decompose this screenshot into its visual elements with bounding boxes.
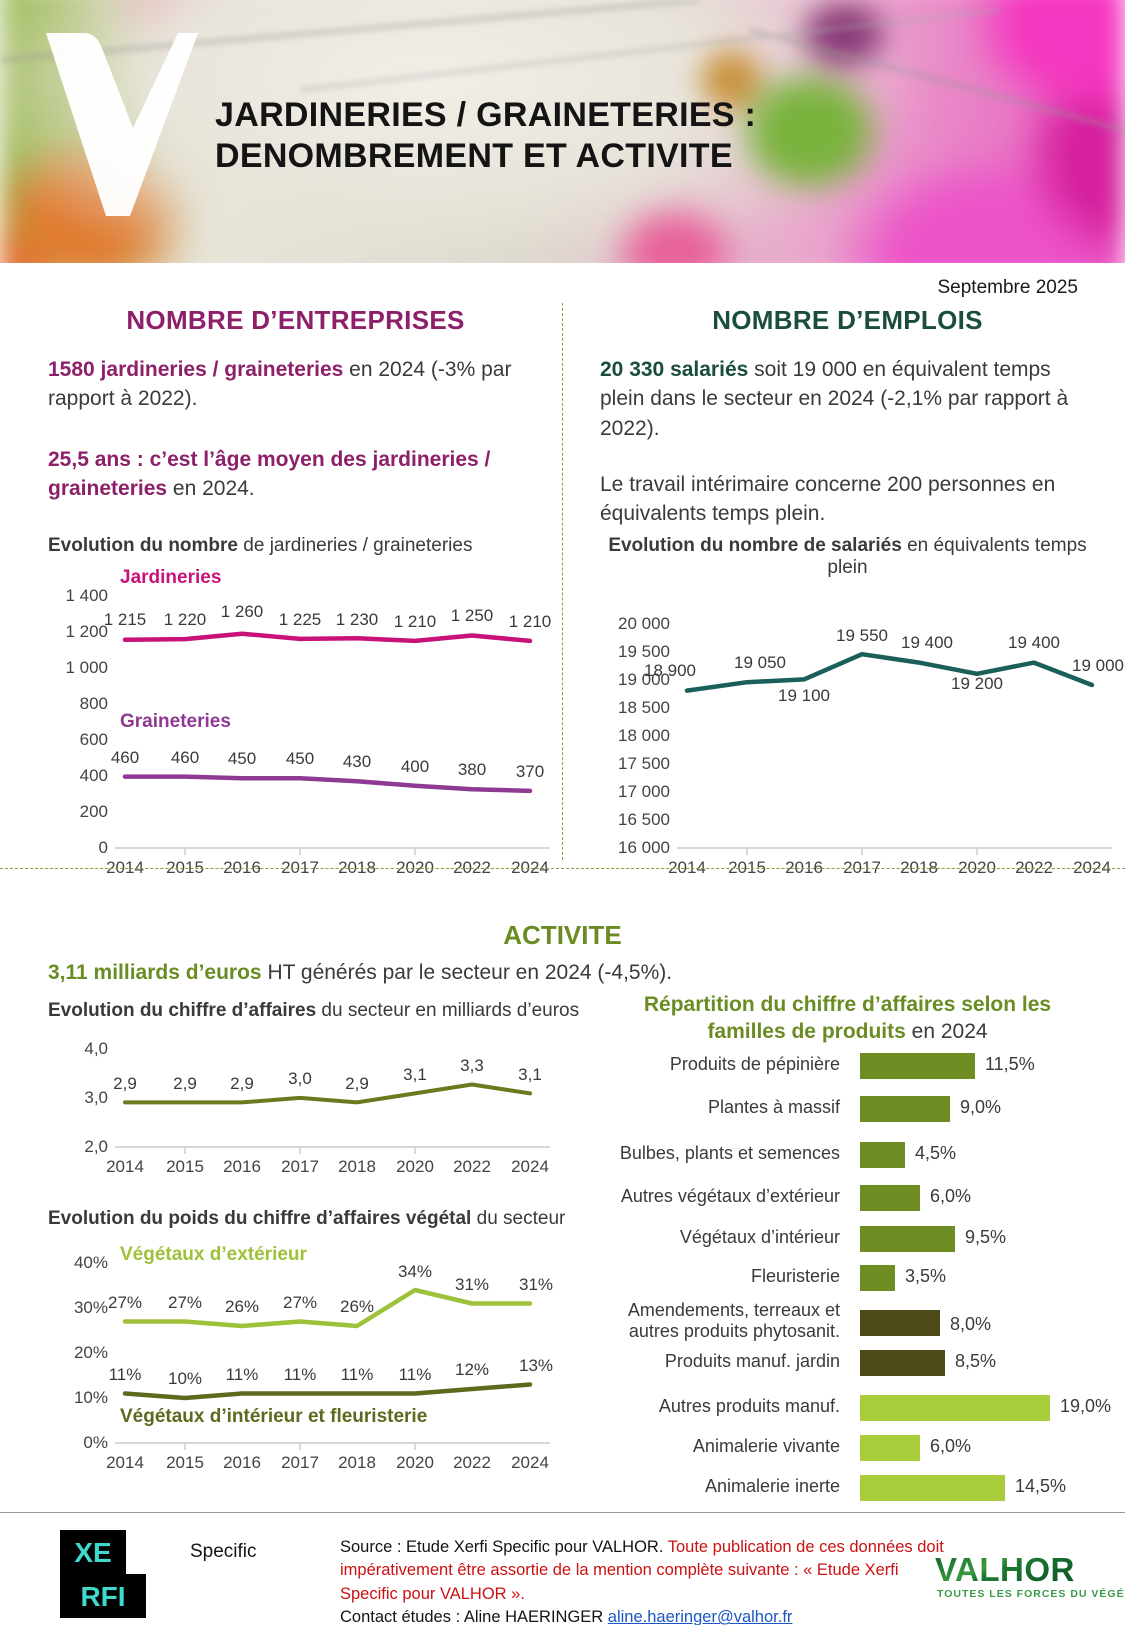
svg-text:27%: 27% [168,1293,202,1312]
svg-text:2014: 2014 [106,1157,144,1176]
svg-text:16 000: 16 000 [618,838,670,857]
svg-text:17 000: 17 000 [618,782,670,801]
svg-text:1 225: 1 225 [279,610,322,629]
svg-text:Végétaux d’intérieur et fleuri: Végétaux d’intérieur et fleuristerie [120,1406,427,1427]
svg-text:1 220: 1 220 [164,610,207,629]
svg-text:Graineteries: Graineteries [120,711,231,732]
svg-text:2015: 2015 [166,1157,204,1176]
svg-text:16 500: 16 500 [618,810,670,829]
svg-text:11%: 11% [284,1365,317,1384]
svg-text:12%: 12% [455,1360,489,1379]
svg-text:10%: 10% [168,1369,202,1388]
svg-text:20%: 20% [74,1343,108,1362]
svg-text:0: 0 [99,838,108,857]
svg-text:2018: 2018 [338,1157,376,1176]
svg-text:34%: 34% [398,1262,432,1281]
svg-text:11%: 11% [341,1365,374,1384]
svg-text:2018: 2018 [338,1453,376,1472]
svg-text:10%: 10% [74,1388,108,1407]
svg-text:19 200: 19 200 [951,674,1003,693]
svg-text:19 000: 19 000 [1072,656,1124,675]
svg-text:19 050: 19 050 [734,653,786,672]
svg-text:40%: 40% [74,1253,108,1272]
svg-text:30%: 30% [74,1298,108,1317]
svg-text:370: 370 [516,762,544,781]
svg-text:2017: 2017 [281,1157,319,1176]
svg-text:3,0: 3,0 [84,1088,108,1107]
svg-text:13%: 13% [519,1356,553,1375]
svg-text:450: 450 [286,749,314,768]
svg-text:1 210: 1 210 [394,612,437,631]
svg-text:2022: 2022 [453,1453,491,1472]
svg-text:0%: 0% [83,1433,108,1452]
svg-text:1 210: 1 210 [509,612,552,631]
svg-text:Végétaux d’extérieur: Végétaux d’extérieur [120,1244,308,1265]
svg-text:2017: 2017 [281,1453,319,1472]
svg-text:11%: 11% [399,1365,432,1384]
svg-text:XE: XE [74,1537,111,1568]
svg-text:460: 460 [171,748,199,767]
svg-text:19 550: 19 550 [836,626,888,645]
svg-text:1 400: 1 400 [65,586,108,605]
svg-text:31%: 31% [455,1275,489,1294]
svg-text:2015: 2015 [166,1453,204,1472]
svg-text:1 230: 1 230 [336,610,379,629]
svg-text:2,9: 2,9 [173,1074,197,1093]
svg-text:19 400: 19 400 [901,633,953,652]
svg-text:430: 430 [343,752,371,771]
svg-text:2020: 2020 [396,1157,434,1176]
svg-text:800: 800 [80,694,108,713]
svg-text:2024: 2024 [511,1453,549,1472]
svg-text:19 400: 19 400 [1008,633,1060,652]
svg-text:19 100: 19 100 [778,686,830,705]
svg-text:2016: 2016 [223,1157,261,1176]
svg-text:380: 380 [458,760,486,779]
svg-text:2014: 2014 [106,1453,144,1472]
svg-text:VALHOR: VALHOR [935,1551,1075,1588]
svg-text:4,0: 4,0 [84,1039,108,1058]
svg-text:2016: 2016 [223,1453,261,1472]
svg-text:3,3: 3,3 [460,1056,484,1075]
svg-text:1 215: 1 215 [104,610,147,629]
svg-text:2,0: 2,0 [84,1137,108,1156]
svg-text:18 500: 18 500 [618,698,670,717]
svg-text:19 500: 19 500 [618,642,670,661]
svg-text:600: 600 [80,730,108,749]
svg-text:17 500: 17 500 [618,754,670,773]
svg-text:1 200: 1 200 [65,622,108,641]
svg-text:3,1: 3,1 [518,1065,542,1084]
svg-text:2,9: 2,9 [345,1074,369,1093]
svg-text:2,9: 2,9 [230,1074,254,1093]
svg-text:400: 400 [80,766,108,785]
svg-text:26%: 26% [340,1297,374,1316]
svg-text:3,1: 3,1 [403,1065,427,1084]
svg-text:2020: 2020 [396,1453,434,1472]
svg-text:26%: 26% [225,1297,259,1316]
svg-text:18 000: 18 000 [618,726,670,745]
svg-text:31%: 31% [519,1275,553,1294]
svg-text:RFI: RFI [80,1581,125,1612]
svg-text:11%: 11% [109,1365,142,1384]
svg-text:400: 400 [401,757,429,776]
svg-text:2022: 2022 [453,1157,491,1176]
svg-text:1 250: 1 250 [451,606,494,625]
svg-text:20 000: 20 000 [618,614,670,633]
svg-text:27%: 27% [108,1293,142,1312]
svg-text:3,0: 3,0 [288,1069,312,1088]
svg-text:450: 450 [228,749,256,768]
svg-text:27%: 27% [283,1293,317,1312]
svg-text:Jardineries: Jardineries [120,567,221,588]
svg-text:TOUTES LES FORCES DU VÉGÉTAL: TOUTES LES FORCES DU VÉGÉTAL [937,1587,1125,1600]
svg-text:11%: 11% [226,1365,259,1384]
svg-text:200: 200 [80,802,108,821]
svg-text:1 260: 1 260 [221,602,264,621]
svg-text:460: 460 [111,748,139,767]
svg-text:18 900: 18 900 [644,661,696,680]
svg-text:2024: 2024 [511,1157,549,1176]
svg-text:1 000: 1 000 [65,658,108,677]
svg-text:2,9: 2,9 [113,1074,137,1093]
